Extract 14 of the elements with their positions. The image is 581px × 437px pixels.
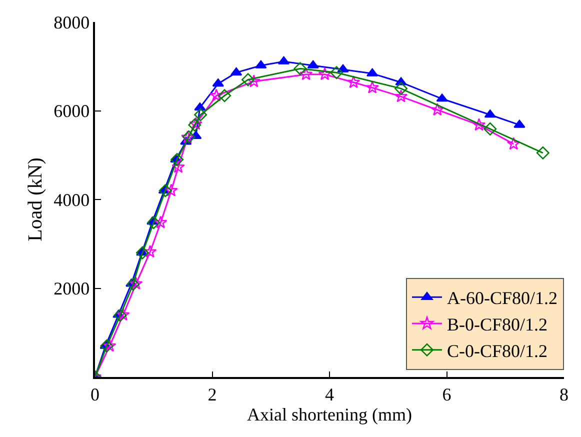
legend-label: B-0-CF80/1.2 xyxy=(447,314,548,335)
x-tick-label: 0 xyxy=(90,384,100,404)
x-tick-label: 8 xyxy=(560,384,568,404)
y-tick-label: 4000 xyxy=(54,190,90,210)
y-tick-label: 2000 xyxy=(54,278,90,299)
x-tick-label: 2 xyxy=(208,384,217,404)
x-axis-title: Axial shortening (mm) xyxy=(247,404,412,424)
legend-label: C-0-CF80/1.2 xyxy=(447,340,548,361)
x-tick-label: 4 xyxy=(325,384,334,404)
x-tick-label: 6 xyxy=(442,384,452,404)
y-axis-title: Load (kN) xyxy=(24,158,47,242)
y-tick-label: 6000 xyxy=(54,101,90,122)
y-tick-label: 8000 xyxy=(54,12,90,32)
legend-label: A-60-CF80/1.2 xyxy=(447,288,558,308)
